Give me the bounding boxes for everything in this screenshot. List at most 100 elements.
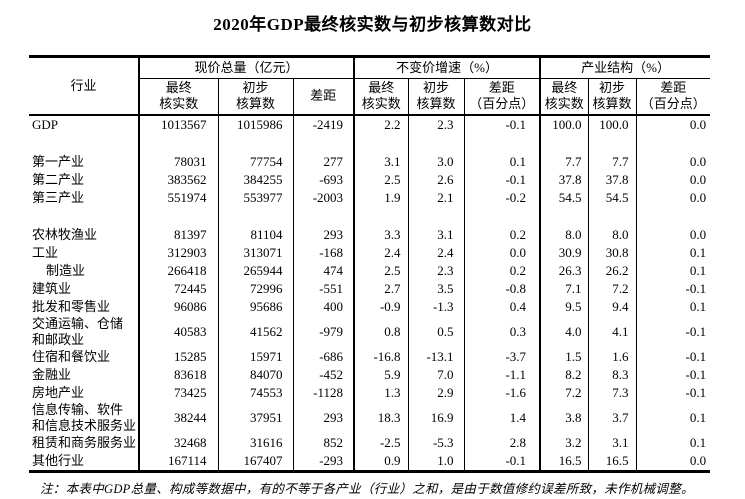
value-cell: 0.1	[463, 152, 541, 171]
value-cell: 3.2	[539, 433, 589, 452]
table-row: 批发和零售业 96086 95686 400 -0.9 -1.3 0.4 9.5 9.4 0.1	[29, 297, 711, 316]
value-cell: 32468	[138, 433, 218, 452]
value-cell: 38244	[138, 401, 218, 434]
row-label	[29, 134, 139, 153]
value-cell: -2419	[292, 114, 355, 134]
table-header: 行业 现价总量（亿元） 不变价增速（%） 产业结构（%） 最终 核实数 初步 核…	[29, 56, 711, 116]
value-cell: -0.1	[635, 279, 711, 298]
value-cell	[635, 206, 711, 226]
value-cell: 74553	[217, 383, 293, 402]
value-cell: 0.1	[635, 243, 711, 262]
table-row: GDP 1013567 1015986 -2419 2.2 2.3 -0.1 100.0 100…	[29, 114, 711, 134]
value-cell: 78031	[138, 152, 218, 171]
value-cell: 15285	[138, 347, 218, 366]
value-cell: 5.9	[353, 365, 409, 384]
value-cell: 2.4	[407, 243, 465, 262]
col-header-preliminary-3: 初步 核算数	[587, 78, 637, 116]
row-label: 第三产业	[32, 189, 85, 205]
value-cell: 54.5	[539, 188, 589, 207]
value-cell: 4.1	[587, 315, 637, 348]
value-cell: 37951	[217, 401, 293, 434]
table-row: 房地产业 73425 74553 -1128 1.3 2.9 -1.6 7.2 7.3 -0.1	[29, 383, 711, 402]
value-cell: -693	[292, 170, 355, 189]
value-cell: -979	[292, 315, 355, 348]
value-cell: -0.9	[353, 297, 409, 316]
row-label: GDP	[32, 116, 59, 132]
header-sub-row: 最终 核实数 初步 核算数 差距 最终 核实数 初步 核算数 差距 （百分点） …	[29, 78, 711, 116]
value-cell: 2.5	[353, 170, 409, 189]
table-row: 信息传输、软件 和信息技术服务业 38244 37951 293 18.3 16.9 1.4…	[29, 401, 711, 434]
value-cell: -1.1	[463, 365, 541, 384]
spacer-row	[29, 133, 711, 153]
value-cell: 2.7	[353, 279, 409, 298]
value-cell: 384255	[217, 170, 293, 189]
value-cell: 3.7	[587, 401, 637, 434]
value-cell: 293	[292, 225, 355, 244]
table-row: 第二产业 383562 384255 -693 2.5 2.6 -0.1 37.8 37.8 0.…	[29, 170, 711, 189]
group-header-industry-structure: 产业结构（%）	[539, 56, 711, 79]
row-label	[29, 207, 139, 226]
value-cell: 73425	[138, 383, 218, 402]
value-cell: -0.8	[463, 279, 541, 298]
table-row: 交通运输、仓储 和邮政业 40583 41562 -979 0.8 0.5 0.3 4.0 4.…	[29, 315, 711, 348]
value-cell: -0.1	[463, 170, 541, 189]
value-cell: 312903	[138, 243, 218, 262]
col-header-industry: 行业	[29, 56, 139, 116]
table-row: 住宿和餐饮业 15285 15971 -686 -16.8 -13.1 -3.7 1.5 1.6…	[29, 347, 711, 366]
value-cell: 2.5	[353, 261, 409, 280]
value-cell: 72996	[217, 279, 293, 298]
value-cell: 2.1	[407, 188, 465, 207]
value-cell: -1.3	[407, 297, 465, 316]
table-body: GDP 1013567 1015986 -2419 2.2 2.3 -0.1 100.0 100…	[29, 114, 711, 471]
table-row: 金融业 83618 84070 -452 5.9 7.0 -1.1 8.2 8.3 -0.1	[29, 365, 711, 384]
value-cell: 293	[292, 401, 355, 434]
header-group-row: 行业 现价总量（亿元） 不变价增速（%） 产业结构（%）	[29, 56, 711, 116]
value-cell: 0.2	[463, 261, 541, 280]
value-cell: 3.1	[353, 152, 409, 171]
value-cell: 100.0	[539, 114, 589, 134]
row-label: 金融业	[32, 366, 72, 382]
value-cell: 0.0	[635, 451, 711, 471]
value-cell: 95686	[217, 297, 293, 316]
value-cell: 0.0	[635, 114, 711, 134]
value-cell: -5.3	[407, 433, 465, 452]
value-cell	[407, 133, 465, 153]
value-cell: 37.8	[539, 170, 589, 189]
value-cell: 7.1	[539, 279, 589, 298]
row-label: 第二产业	[32, 171, 85, 187]
value-cell: 8.0	[587, 225, 637, 244]
value-cell: 7.7	[539, 152, 589, 171]
col-header-preliminary-1: 初步 核算数	[217, 78, 293, 116]
value-cell: 3.5	[407, 279, 465, 298]
value-cell: 81397	[138, 225, 218, 244]
value-cell: 2.3	[407, 114, 465, 134]
value-cell: 0.0	[635, 188, 711, 207]
value-cell: 852	[292, 433, 355, 452]
value-cell: -2.5	[353, 433, 409, 452]
value-cell: 1015986	[217, 114, 293, 134]
value-cell	[138, 206, 218, 226]
value-cell: 167114	[138, 451, 218, 471]
value-cell: 1.0	[407, 451, 465, 471]
value-cell: 81104	[217, 225, 293, 244]
value-cell: -13.1	[407, 347, 465, 366]
group-header-constant-price-growth: 不变价增速（%）	[353, 56, 541, 79]
table-row: 工业 312903 313071 -168 2.4 2.4 0.0 30.9 30.8 0.1	[29, 243, 711, 262]
value-cell: 383562	[138, 170, 218, 189]
value-cell	[292, 133, 355, 153]
table-row: 农林牧渔业 81397 81104 293 3.3 3.1 0.2 8.0 8.0 0.0	[29, 225, 711, 244]
value-cell: 9.5	[539, 297, 589, 316]
value-cell: 2.6	[407, 170, 465, 189]
value-cell: 0.2	[463, 225, 541, 244]
value-cell: 54.5	[587, 188, 637, 207]
value-cell: 1.4	[463, 401, 541, 434]
value-cell: 16.5	[539, 451, 589, 471]
value-cell: 265944	[217, 261, 293, 280]
value-cell: -0.1	[635, 347, 711, 366]
value-cell: -16.8	[353, 347, 409, 366]
value-cell: -1128	[292, 383, 355, 402]
value-cell: 3.1	[587, 433, 637, 452]
value-cell: 313071	[217, 243, 293, 262]
value-cell: 1013567	[138, 114, 218, 134]
value-cell	[138, 133, 218, 153]
